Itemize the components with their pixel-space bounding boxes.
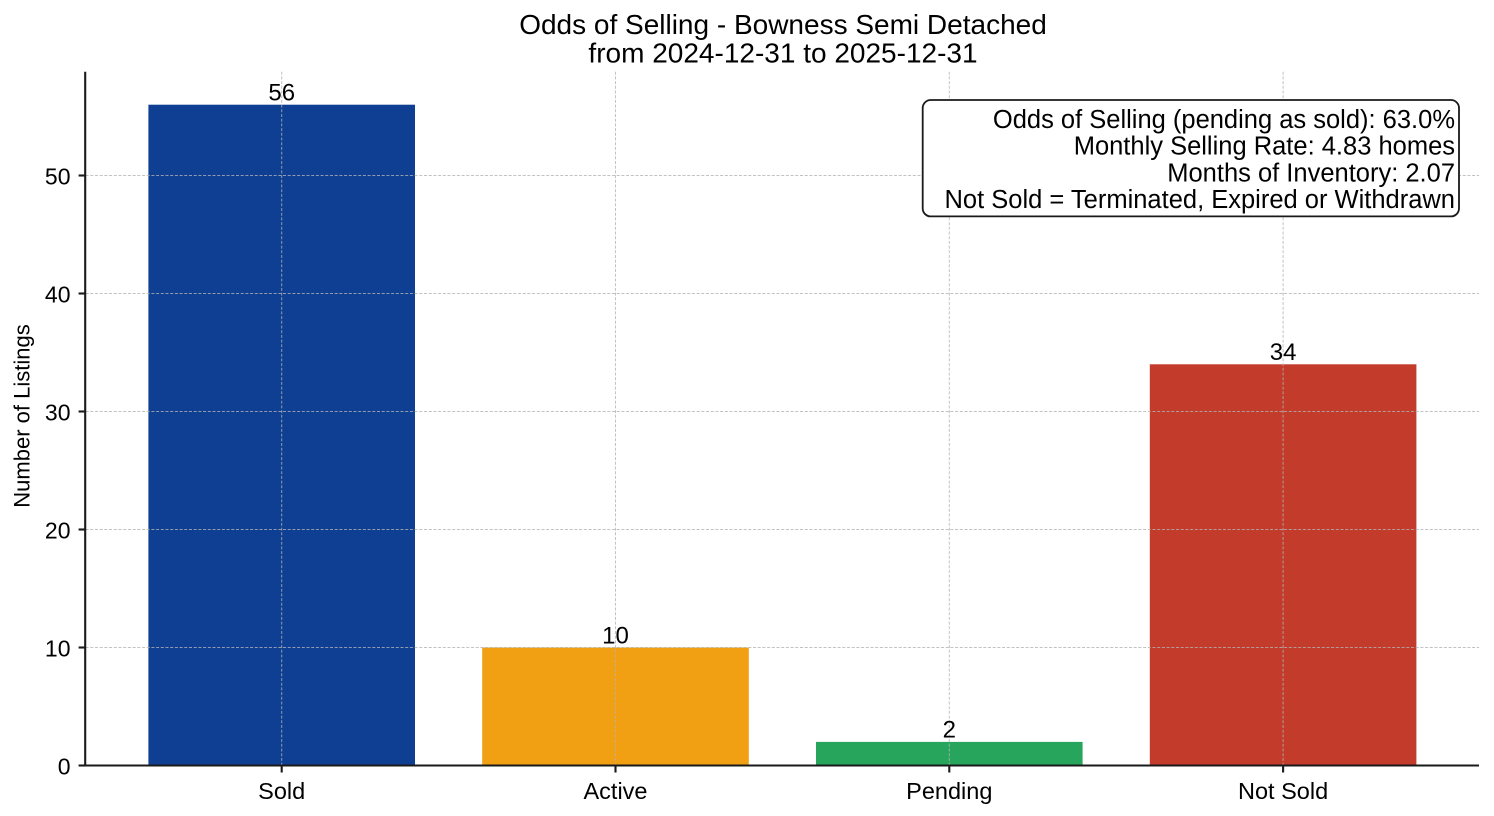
svg-text:Monthly Selling Rate: 4.83 hom: Monthly Selling Rate: 4.83 homes — [1074, 133, 1455, 161]
svg-text:20: 20 — [45, 518, 71, 544]
svg-text:Odds of Selling (pending as so: Odds of Selling (pending as sold): 63.0% — [993, 106, 1455, 134]
svg-text:50: 50 — [45, 164, 71, 190]
svg-text:10: 10 — [602, 622, 629, 649]
svg-text:Not Sold = Terminated, Expired: Not Sold = Terminated, Expired or Withdr… — [945, 186, 1455, 214]
svg-text:10: 10 — [45, 636, 71, 662]
svg-text:2: 2 — [943, 717, 956, 744]
svg-text:Sold: Sold — [258, 778, 305, 804]
svg-text:Number of Listings: Number of Listings — [10, 324, 35, 507]
svg-text:40: 40 — [45, 282, 71, 308]
svg-text:Months of Inventory: 2.07: Months of Inventory: 2.07 — [1167, 159, 1455, 187]
svg-text:Not Sold: Not Sold — [1238, 778, 1328, 804]
svg-text:Active: Active — [584, 778, 648, 804]
svg-text:30: 30 — [45, 400, 71, 426]
svg-text:Odds of Selling - Bowness Semi: Odds of Selling - Bowness Semi Detached — [519, 9, 1047, 40]
svg-text:Pending: Pending — [906, 778, 992, 804]
svg-text:34: 34 — [1270, 339, 1297, 366]
svg-text:0: 0 — [58, 754, 71, 780]
svg-text:56: 56 — [268, 80, 295, 107]
svg-text:from 2024-12-31 to 2025-12-31: from 2024-12-31 to 2025-12-31 — [588, 38, 977, 69]
